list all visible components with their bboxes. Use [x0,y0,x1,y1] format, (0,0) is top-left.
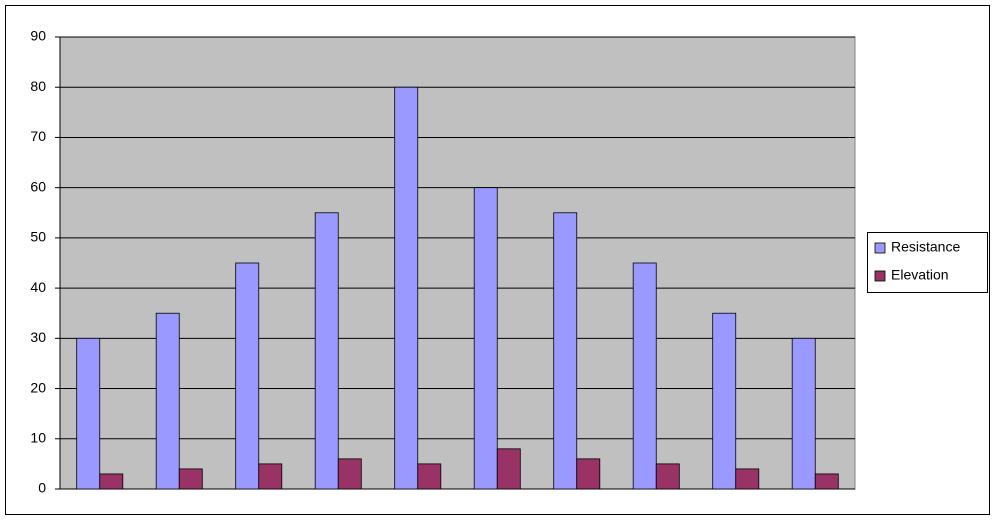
bar [99,473,124,490]
y-tick-label: 40 [30,279,46,295]
legend-label: Resistance [891,239,960,255]
bar [178,468,203,490]
y-tick-label: 90 [30,28,46,44]
y-tick-label: 50 [30,229,46,245]
bar [712,312,737,490]
bar [496,448,521,490]
y-tick-label: 70 [30,128,46,144]
y-tick-label: 30 [30,329,46,345]
bar [258,463,283,490]
bar [735,468,760,490]
bar [394,86,419,490]
y-tick-label: 20 [30,379,46,395]
bar [417,463,442,490]
bar [473,187,498,490]
bar [337,458,362,490]
bar [235,262,260,490]
y-tick-label: 0 [38,480,46,496]
bar [791,337,816,490]
legend-swatch [874,270,886,282]
bar [76,337,101,490]
bar [553,212,578,490]
bar [314,212,339,490]
bar [576,458,601,490]
bar [155,312,180,490]
bar [632,262,657,490]
y-tick-label: 80 [30,78,46,94]
bar [655,463,680,490]
y-tick-label: 10 [30,429,46,445]
y-tick-label: 60 [30,178,46,194]
bar [814,473,839,490]
legend-label: Elevation [891,267,949,283]
legend-swatch [874,242,886,254]
legend-box [867,232,988,293]
